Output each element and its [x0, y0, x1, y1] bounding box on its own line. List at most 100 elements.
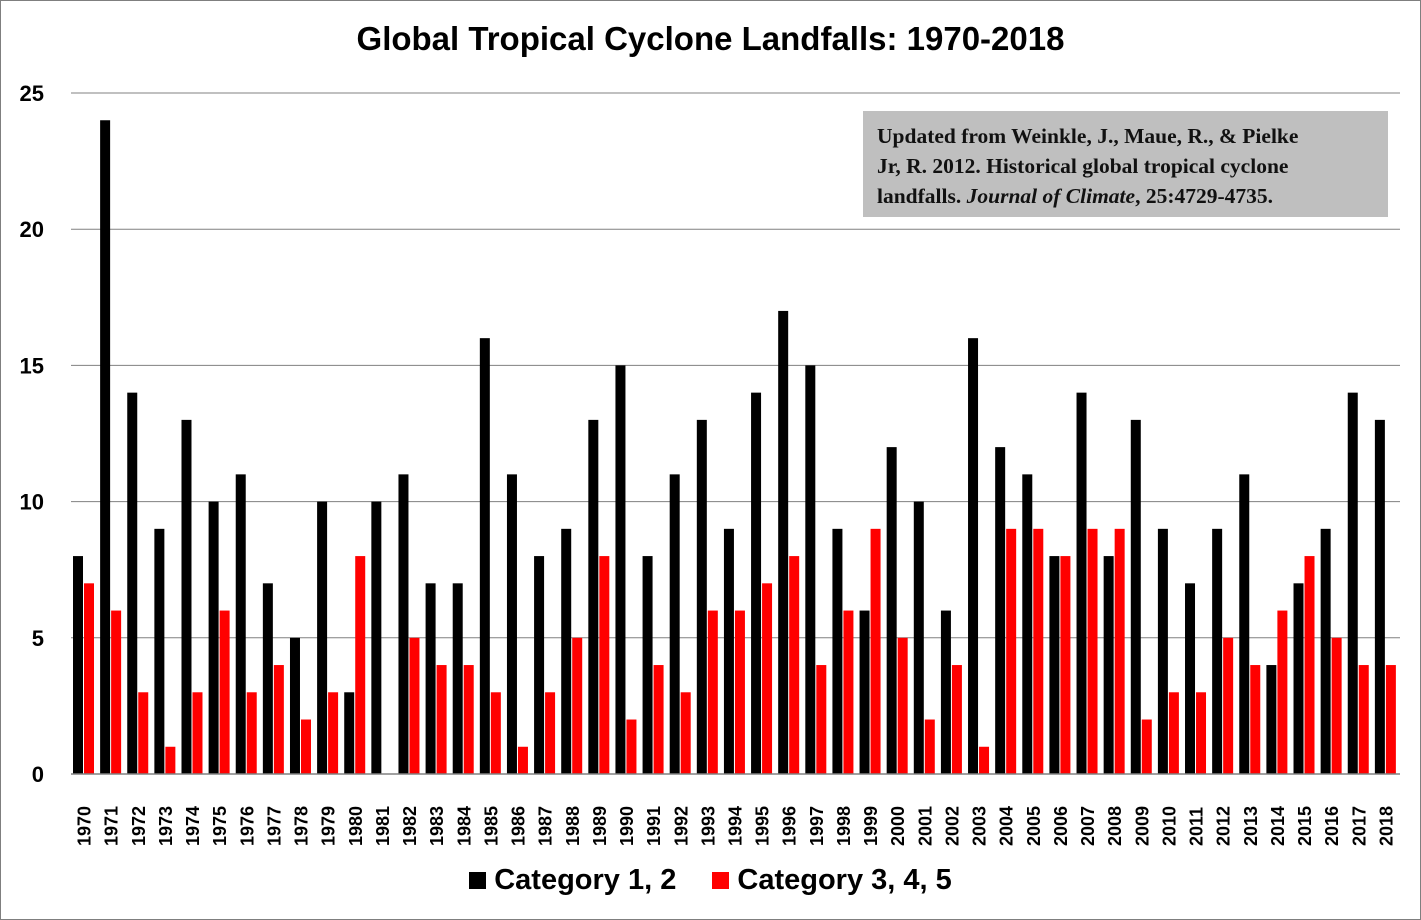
bar-cat12 [1320, 528, 1331, 774]
x-tick-label: 1999 [861, 806, 881, 846]
legend: Category 1, 2 Category 3, 4, 5 [0, 864, 1421, 897]
bar-cat345 [599, 556, 610, 774]
bar-cat12 [1130, 419, 1141, 774]
bar-cat12 [235, 474, 246, 774]
bar-cat12 [1293, 583, 1304, 774]
x-tick-label: 1997 [807, 806, 827, 846]
bar-cat345 [734, 610, 745, 774]
citation-line-3: landfalls. Journal of Climate, 25:4729-4… [877, 181, 1374, 211]
bar-cat345 [111, 610, 122, 774]
x-tick-label: 2012 [1214, 806, 1234, 846]
bar-cat345 [436, 665, 447, 774]
x-tick-label: 1979 [319, 806, 339, 846]
x-tick-label: 1975 [210, 806, 230, 846]
bar-cat12 [1076, 392, 1087, 774]
bar-cat345 [951, 665, 962, 774]
bar-cat12 [1157, 528, 1168, 774]
x-tick-label: 1988 [563, 806, 583, 846]
bar-cat12 [913, 501, 924, 774]
bar-cat345 [1277, 610, 1288, 774]
x-tick-label: 1989 [590, 806, 610, 846]
bar-cat345 [1033, 528, 1044, 774]
x-tick-label: 2010 [1159, 806, 1179, 846]
bar-cat12 [805, 365, 816, 774]
x-tick-label: 2011 [1187, 807, 1207, 846]
bar-cat345 [328, 692, 339, 774]
bar-cat12 [289, 637, 300, 774]
bar-cat345 [1304, 556, 1315, 774]
bar-cat345 [1358, 665, 1369, 774]
bar-cat345 [680, 692, 691, 774]
bar-cat345 [273, 665, 284, 774]
bar-cat345 [816, 665, 827, 774]
bar-cat345 [1385, 665, 1396, 774]
bar-cat345 [355, 556, 366, 774]
x-tick-label: 1985 [481, 806, 501, 846]
x-tick-label: 1977 [264, 806, 284, 846]
bar-cat345 [979, 746, 990, 774]
bar-cat12 [154, 528, 165, 774]
bar-cat345 [1114, 528, 1125, 774]
bar-cat12 [1239, 474, 1250, 774]
x-tick-label: 1978 [292, 806, 312, 846]
legend-item-cat12: Category 1, 2 [469, 864, 676, 897]
bars [73, 120, 1396, 775]
bar-cat12 [723, 528, 734, 774]
bar-cat345 [1006, 528, 1017, 774]
x-tick-label: 2000 [888, 806, 908, 846]
bar-cat345 [626, 719, 637, 774]
bar-cat345 [463, 665, 474, 774]
legend-swatch-cat12 [469, 872, 487, 889]
x-tick-label: 1971 [102, 806, 122, 846]
bar-cat345 [1250, 665, 1261, 774]
citation-volume: , 25:4729-4735. [1135, 184, 1274, 208]
gridlines [71, 92, 1400, 639]
bar-cat12 [669, 474, 680, 774]
bar-cat12 [1266, 665, 1277, 774]
x-tick-label: 1982 [400, 806, 420, 846]
bar-cat345 [870, 528, 881, 774]
y-tick-label: 25 [20, 81, 44, 106]
bar-cat12 [968, 338, 979, 774]
bar-cat345 [219, 610, 230, 774]
bar-cat12 [181, 419, 192, 774]
x-tick-label: 1990 [617, 806, 637, 846]
x-tick-label: 1992 [671, 806, 691, 846]
bar-cat12 [262, 583, 273, 774]
bar-cat12 [506, 474, 517, 774]
x-tick-label: 1987 [536, 806, 556, 846]
bar-cat345 [192, 692, 203, 774]
x-tick-label: 1983 [427, 806, 447, 846]
bar-cat12 [208, 501, 219, 774]
x-tick-label: 2018 [1376, 806, 1396, 846]
legend-label-cat345: Category 3, 4, 5 [737, 864, 952, 896]
bar-cat12 [344, 692, 355, 774]
x-tick-label: 2017 [1349, 806, 1369, 846]
bar-cat12 [452, 583, 463, 774]
bar-cat12 [615, 365, 626, 774]
y-tick-label: 15 [20, 353, 44, 378]
bar-cat12 [886, 447, 897, 774]
x-tick-label: 2009 [1132, 806, 1152, 846]
bar-cat12 [371, 501, 382, 774]
x-tick-label: 1986 [509, 806, 529, 846]
bar-cat345 [517, 746, 528, 774]
bar-cat345 [545, 692, 556, 774]
bar-cat345 [246, 692, 257, 774]
bar-cat12 [588, 419, 599, 774]
legend-swatch-cat345 [712, 872, 730, 889]
x-tick-label: 1995 [753, 806, 773, 846]
x-tick-label: 1998 [834, 806, 854, 846]
bar-cat12 [398, 474, 409, 774]
citation-line-1: Updated from Weinkle, J., Maue, R., & Pi… [877, 124, 1299, 148]
bar-cat345 [897, 637, 908, 774]
bar-cat345 [84, 583, 94, 774]
x-tick-label: 1984 [454, 806, 474, 846]
x-tick-label: 1973 [156, 806, 176, 846]
x-tick-label: 1976 [237, 806, 257, 846]
bar-cat12 [1049, 556, 1060, 774]
bar-cat12 [751, 392, 762, 774]
bar-cat12 [127, 392, 138, 774]
bar-cat345 [409, 637, 420, 774]
bar-cat345 [300, 719, 311, 774]
